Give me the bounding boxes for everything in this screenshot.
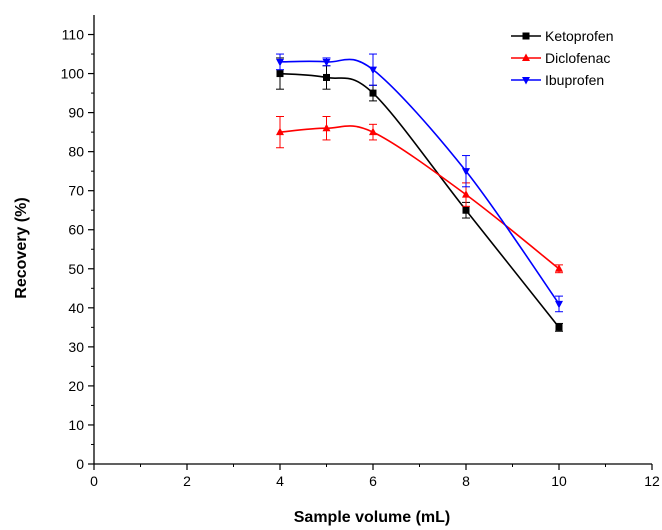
x-tick-label: 4 [276,473,284,489]
data-point-ibuprofen [462,168,470,176]
y-tick-label: 110 [62,27,85,43]
y-tick-label: 50 [68,261,84,277]
series-line-ibuprofen [279,58,560,305]
legend: Ketoprofen Diclofenac Ibuprofen [511,28,614,88]
legend-label-diclofenac: Diclofenac [545,50,610,66]
series-line-ketoprofen [279,72,560,328]
y-tick-label: 30 [68,339,84,355]
series-ketoprofen [276,57,563,332]
legend-marker-ketoprofen [522,32,530,40]
data-point-ibuprofen [369,66,377,75]
series-ibuprofen [276,53,563,313]
data-point-ketoprofen [323,73,330,81]
data-point-ibuprofen [322,58,331,67]
data-point-ketoprofen [555,323,563,331]
data-point-ketoprofen [276,70,284,78]
x-tick-label: 12 [644,473,660,489]
y-tick-label: 0 [76,456,84,472]
data-point-diclofenac [462,190,470,198]
x-tick-label: 0 [90,473,98,489]
data-point-ibuprofen [276,58,284,67]
data-point-diclofenac [276,127,284,136]
data-point-diclofenac [322,123,331,132]
y-tick-label: 60 [68,222,84,238]
y-tick-label: 80 [68,144,84,160]
x-tick-label: 2 [183,473,191,489]
legend-marker-ibuprofen [522,77,530,85]
legend-label-ibuprofen: Ibuprofen [545,72,604,88]
x-axis-title: Sample volume (mL) [294,509,450,526]
series-line-diclofenac [279,125,560,270]
data-point-ketoprofen [369,89,377,97]
y-tick-label: 100 [61,66,85,82]
axes: 0 2 4 6 8 10 12 0 10 20 30 40 50 60 70 80 90 100 110 [61,15,660,489]
data-point-diclofenac [555,264,563,272]
y-tick-label: 40 [68,300,84,316]
data-point-ibuprofen [555,300,563,309]
y-tick-label: 20 [68,378,84,394]
legend-marker-diclofenac [522,53,530,61]
y-tick-label: 10 [68,417,84,433]
y-axis-title: Recovery (%) [13,197,30,298]
series-diclofenac [276,116,563,274]
legend-label-ketoprofen: Ketoprofen [545,28,614,44]
data-point-diclofenac [369,127,377,136]
series-layer [276,53,563,332]
y-tick-label: 90 [68,105,84,121]
x-tick-label: 10 [551,473,567,489]
y-tick-label: 70 [68,183,84,199]
data-point-ketoprofen [462,206,470,214]
x-tick-label: 8 [462,473,470,489]
x-tick-label: 6 [369,473,377,489]
